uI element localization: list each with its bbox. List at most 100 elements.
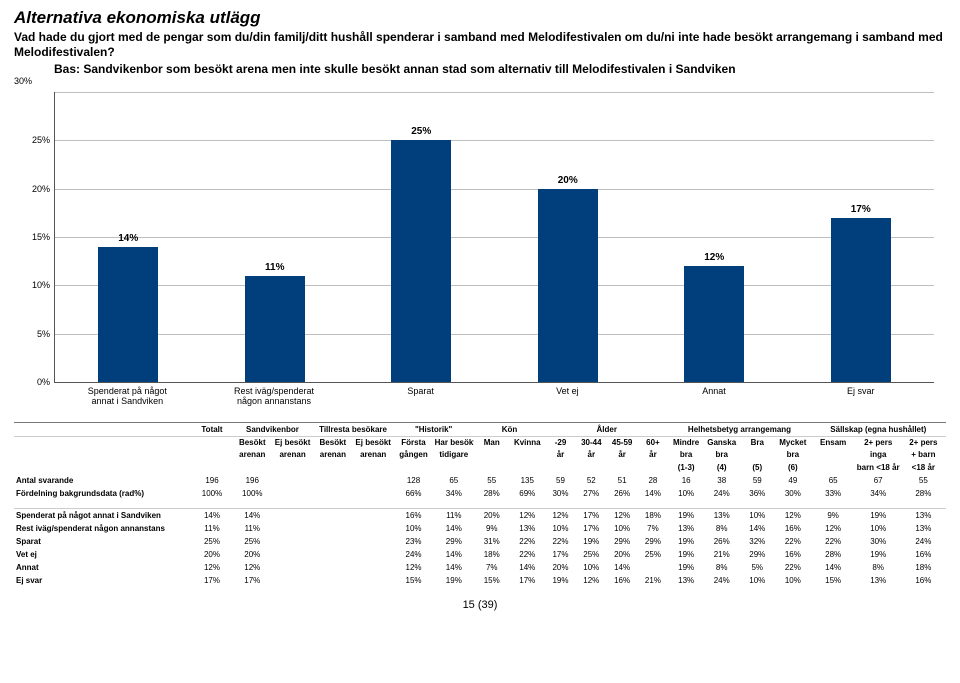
table-cell: 9% xyxy=(811,509,856,523)
table-cell: 18% xyxy=(638,509,669,523)
table-col-header xyxy=(232,462,272,474)
table-cell: 8% xyxy=(704,561,740,574)
table-cell: 25% xyxy=(576,548,607,561)
table-col-header: + barn xyxy=(901,449,946,461)
table-cell: 14% xyxy=(434,548,474,561)
table-cell: 196 xyxy=(192,474,232,487)
table-cell: 14% xyxy=(638,487,669,500)
table-cell: 28% xyxy=(811,548,856,561)
bar-value-label: 12% xyxy=(704,252,724,263)
table-cell: 16% xyxy=(775,522,811,535)
table-col-header: 45-59 xyxy=(607,437,638,450)
table-cell xyxy=(313,522,353,535)
table-col-header xyxy=(576,462,607,474)
table-cell: 20% xyxy=(232,548,272,561)
table-cell: 7% xyxy=(638,522,669,535)
table-cell: 10% xyxy=(856,522,901,535)
table-cell: 5% xyxy=(739,561,775,574)
table-row-label: Fördelning bakgrundsdata (rad%) xyxy=(14,487,192,500)
table-cell xyxy=(353,509,393,523)
table-cell: 19% xyxy=(668,535,704,548)
table-col-header xyxy=(192,462,232,474)
table-cell: 26% xyxy=(704,535,740,548)
table-col-header xyxy=(510,449,546,461)
table-cell: 18% xyxy=(474,548,510,561)
table-cell: 12% xyxy=(232,561,272,574)
table-cell xyxy=(353,522,393,535)
table-col-header: Man xyxy=(474,437,510,450)
table-col-header: (1-3) xyxy=(668,462,704,474)
table-col-header: (4) xyxy=(704,462,740,474)
table-col-header: gången xyxy=(393,449,433,461)
table-cell: 65 xyxy=(811,474,856,487)
table-group-header: Ålder xyxy=(545,423,668,437)
table-cell: 7% xyxy=(474,561,510,574)
table-col-header: 2+ pers xyxy=(901,437,946,450)
table-col-header: Ej besökt xyxy=(272,437,312,450)
table-cell: 10% xyxy=(775,574,811,587)
table-cell: 14% xyxy=(434,522,474,535)
table-cell: 22% xyxy=(775,561,811,574)
table-cell xyxy=(353,548,393,561)
table-cell: 67 xyxy=(856,474,901,487)
table-cell xyxy=(272,561,312,574)
bar: 11% xyxy=(245,276,305,382)
table-cell: 29% xyxy=(638,535,669,548)
table-cell: 10% xyxy=(576,561,607,574)
table-cell: 34% xyxy=(434,487,474,500)
table-cell xyxy=(272,509,312,523)
table-col-header xyxy=(510,462,546,474)
bar: 17% xyxy=(831,218,891,382)
table-cell: 11% xyxy=(232,522,272,535)
table-col-header xyxy=(811,449,856,461)
y-tick-label: 0% xyxy=(14,377,50,387)
table-col-header: Har besökt xyxy=(434,437,474,450)
table-cell: 8% xyxy=(856,561,901,574)
table-cell: 11% xyxy=(434,509,474,523)
table-col-header: 60+ xyxy=(638,437,669,450)
table-col-header: arenan xyxy=(313,449,353,461)
table-cell: 32% xyxy=(739,535,775,548)
table-cell: 55 xyxy=(474,474,510,487)
table-cell: 13% xyxy=(668,522,704,535)
x-tick-label: Vet ej xyxy=(494,387,641,407)
table-cell: 12% xyxy=(192,561,232,574)
table-col-header: <18 år xyxy=(901,462,946,474)
table-cell: 17% xyxy=(510,574,546,587)
table-cell: 10% xyxy=(739,509,775,523)
table-cell: 66% xyxy=(393,487,433,500)
table-col-header xyxy=(313,462,353,474)
table-group-header: Kön xyxy=(474,423,545,437)
bar-value-label: 11% xyxy=(265,262,284,273)
table-cell: 29% xyxy=(434,535,474,548)
table-cell: 33% xyxy=(811,487,856,500)
page-subtitle: Vad hade du gjort med de pengar som du/d… xyxy=(14,30,946,60)
table-cell: 24% xyxy=(704,574,740,587)
table-cell: 12% xyxy=(510,509,546,523)
table-group-header: Totalt xyxy=(192,423,232,437)
table-cell: 52 xyxy=(576,474,607,487)
table-cell: 21% xyxy=(704,548,740,561)
table-cell: 22% xyxy=(510,535,546,548)
table-cell: 12% xyxy=(393,561,433,574)
table-cell: 15% xyxy=(811,574,856,587)
table-cell: 11% xyxy=(192,522,232,535)
table-cell: 59 xyxy=(545,474,576,487)
table-cell: 28% xyxy=(901,487,946,500)
table-cell: 34% xyxy=(856,487,901,500)
table-cell: 17% xyxy=(576,509,607,523)
table-cell: 19% xyxy=(668,561,704,574)
table-col-header: Bra xyxy=(739,437,775,450)
table-cell: 25% xyxy=(232,535,272,548)
table-col-header: Ensam xyxy=(811,437,856,450)
table-col-header: 30-44 xyxy=(576,437,607,450)
bar: 14% xyxy=(98,247,158,382)
table-cell: 100% xyxy=(232,487,272,500)
table-cell: 24% xyxy=(393,548,433,561)
table-cell: 100% xyxy=(192,487,232,500)
table-cell xyxy=(272,548,312,561)
table-cell: 19% xyxy=(856,509,901,523)
table-col-header: -29 xyxy=(545,437,576,450)
table-cell: 21% xyxy=(638,574,669,587)
bar: 25% xyxy=(391,140,451,382)
